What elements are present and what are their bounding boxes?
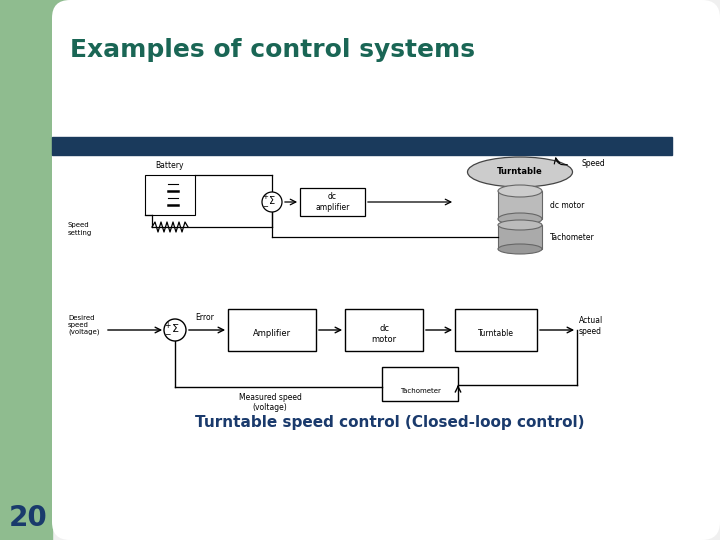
- Ellipse shape: [498, 220, 542, 230]
- Text: Measured speed
(voltage): Measured speed (voltage): [238, 393, 302, 413]
- Bar: [345, 309, 423, 351]
- Bar: [300, 188, 365, 216]
- Text: Desired
speed
(voltage): Desired speed (voltage): [68, 315, 99, 335]
- Bar: [498, 191, 542, 219]
- Text: Speed
setting: Speed setting: [68, 222, 92, 235]
- Text: Process: Process: [483, 314, 509, 320]
- Text: dc
motor: dc motor: [372, 325, 397, 343]
- Bar: [0, 0, 52, 540]
- Text: Σ: Σ: [269, 196, 275, 206]
- Ellipse shape: [498, 244, 542, 254]
- Text: dc motor: dc motor: [550, 200, 585, 210]
- Text: −: −: [164, 330, 170, 340]
- Bar: [228, 309, 316, 351]
- Bar: [455, 309, 537, 351]
- Text: Battery: Battery: [156, 161, 184, 170]
- Bar: [52, 137, 672, 155]
- Bar: [382, 367, 458, 401]
- Text: Tachometer: Tachometer: [400, 388, 441, 394]
- Text: Actual
speed: Actual speed: [579, 316, 603, 336]
- Text: Actuator: Actuator: [369, 314, 399, 320]
- Text: Error: Error: [196, 313, 215, 322]
- Text: Turntable speed control (Closed-loop control): Turntable speed control (Closed-loop con…: [195, 415, 585, 429]
- Text: Turntable: Turntable: [497, 167, 543, 177]
- Circle shape: [164, 319, 186, 341]
- Text: Turntable: Turntable: [478, 329, 514, 339]
- Ellipse shape: [498, 213, 542, 225]
- Text: Speed: Speed: [582, 159, 606, 168]
- Text: +: +: [164, 321, 170, 329]
- Ellipse shape: [498, 185, 542, 197]
- Text: Amplifier: Amplifier: [253, 329, 291, 339]
- Text: Examples of control systems: Examples of control systems: [70, 38, 475, 62]
- Ellipse shape: [467, 157, 572, 187]
- Text: Tachometer: Tachometer: [550, 233, 595, 241]
- Bar: [0, 0, 160, 110]
- Bar: [145, 175, 195, 215]
- Circle shape: [262, 192, 282, 212]
- Text: Sensor: Sensor: [408, 375, 432, 381]
- Text: +: +: [262, 194, 268, 200]
- Bar: [228, 309, 316, 325]
- Bar: [382, 371, 458, 385]
- Bar: [455, 309, 537, 325]
- Bar: [345, 309, 423, 325]
- Text: Σ: Σ: [171, 324, 179, 334]
- Text: −: −: [262, 204, 268, 210]
- Bar: [498, 225, 542, 249]
- Text: Control device: Control device: [247, 314, 297, 320]
- Text: 20: 20: [9, 504, 48, 532]
- FancyBboxPatch shape: [52, 0, 720, 540]
- Text: dc
amplifier: dc amplifier: [315, 192, 350, 212]
